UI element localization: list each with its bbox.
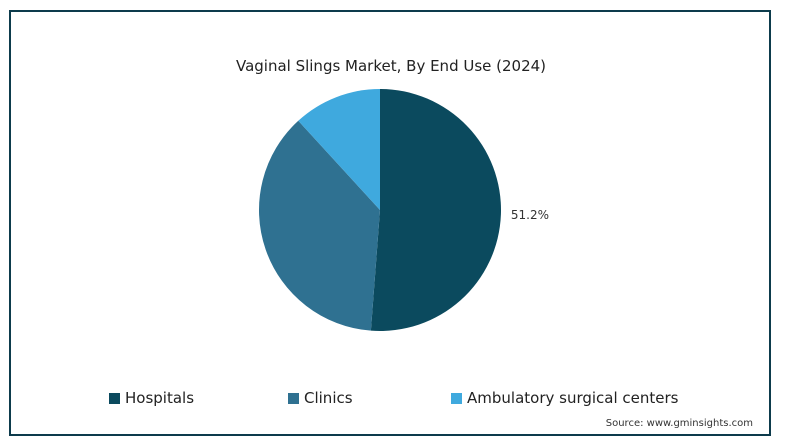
legend-swatch-ambulatory-surgical-centers [451, 392, 462, 404]
pie-chart: 51.2% [259, 89, 549, 331]
chart-frame: Vaginal Slings Market, By End Use (2024)… [9, 10, 771, 436]
legend-item-hospitals: Hospitals [109, 389, 194, 407]
legend-label-clinics: Clinics [304, 389, 353, 407]
pie-slice-hospitals [370, 89, 502, 331]
legend-item-clinics: Clinics [288, 389, 353, 407]
pie-slice-clinics [259, 120, 380, 331]
legend-item-ambulatory-surgical-centers: Ambulatory surgical centers [451, 389, 679, 407]
legend-label-hospitals: Hospitals [125, 389, 195, 407]
pie-slice-ambulatory-surgical-centers [298, 89, 380, 210]
legend: Hospitals Clinics Ambulatory surgical ce… [11, 389, 771, 411]
legend-swatch-hospitals [109, 392, 120, 404]
legend-swatch-clinics [288, 392, 299, 404]
legend-label-ambulatory-surgical-centers: Ambulatory surgical centers [467, 389, 679, 407]
chart-title: Vaginal Slings Market, By End Use (2024) [235, 57, 547, 75]
source-note: Source: www.gminsights.com [605, 418, 753, 429]
data-label-hospitals: 51.2% [511, 208, 549, 222]
